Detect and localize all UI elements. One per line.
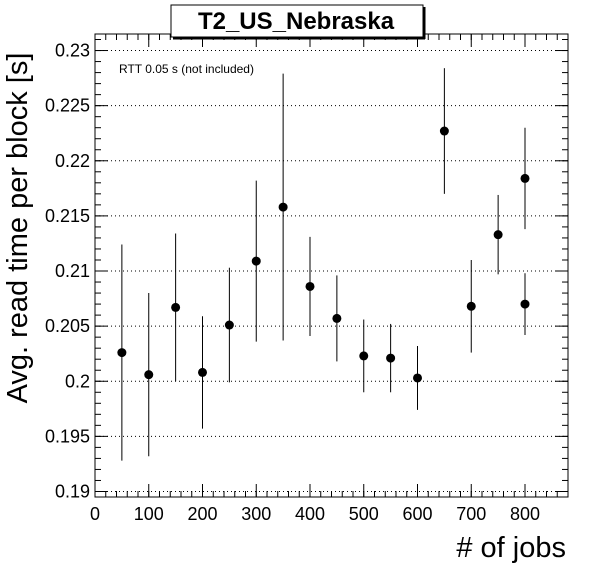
data-point [493, 230, 503, 240]
data-point [278, 202, 288, 212]
data-layer [117, 68, 530, 461]
y-tick-label: 0.21 [55, 261, 90, 281]
annotation-text: RTT 0.05 s (not included) [119, 62, 254, 76]
data-point [224, 320, 234, 330]
data-point [359, 351, 369, 361]
x-tick-label: 600 [402, 504, 432, 524]
data-point [117, 348, 127, 358]
y-tick-label: 0.19 [55, 481, 90, 501]
y-tick-label: 0.22 [55, 151, 90, 171]
y-tick-label: 0.23 [55, 41, 90, 61]
data-point [171, 302, 181, 312]
data-point [520, 173, 530, 183]
x-tick-label: 700 [456, 504, 486, 524]
data-point [144, 370, 154, 380]
y-tick-label: 0.205 [45, 316, 90, 336]
data-point [466, 301, 476, 311]
y-tick-label: 0.195 [45, 426, 90, 446]
y-axis-title: Avg. read time per block [s] [2, 53, 34, 404]
data-point [251, 256, 261, 266]
data-point [439, 126, 449, 136]
data-point [198, 367, 207, 377]
x-tick-label: 100 [134, 504, 164, 524]
data-point [413, 373, 422, 383]
x-axis-title: # of jobs [456, 532, 566, 564]
data-point [520, 299, 530, 309]
data-point [305, 281, 315, 291]
y-tick-label: 0.2 [65, 371, 90, 391]
x-tick-label: 800 [510, 504, 540, 524]
x-tick-label: 200 [187, 504, 217, 524]
x-tick-label: 400 [295, 504, 325, 524]
x-tick-label: 0 [90, 504, 100, 524]
x-tick-label: 300 [241, 504, 271, 524]
chart-title: T2_US_Nebraska [198, 8, 395, 35]
x-tick-label: 500 [349, 504, 379, 524]
y-tick-label: 0.215 [45, 206, 90, 226]
y-tick-label: 0.225 [45, 96, 90, 116]
data-point [386, 353, 396, 363]
title-box [170, 4, 424, 38]
data-point [332, 313, 342, 323]
